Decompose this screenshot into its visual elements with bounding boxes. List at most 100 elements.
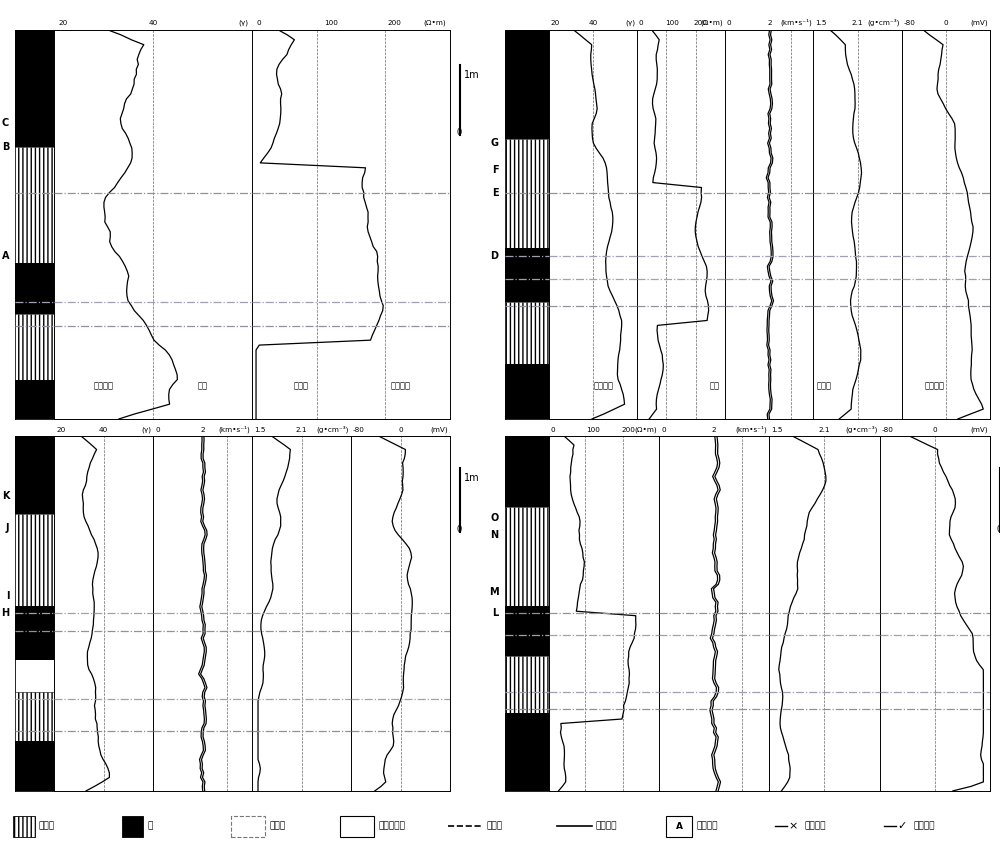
Text: 0: 0 — [155, 427, 160, 433]
Text: 1m: 1m — [464, 70, 480, 80]
Text: 投影线: 投影线 — [487, 822, 503, 830]
Text: 200: 200 — [621, 427, 635, 433]
Text: 0: 0 — [456, 525, 462, 534]
Bar — [505, 713, 549, 791]
Text: 0: 0 — [456, 128, 462, 138]
Bar — [15, 314, 54, 380]
Bar — [15, 514, 54, 606]
Text: ✓: ✓ — [56, 492, 65, 501]
Text: (mV): (mV) — [430, 426, 448, 433]
Bar — [505, 364, 549, 419]
Text: 自然电位: 自然电位 — [391, 381, 411, 390]
Text: C: C — [2, 118, 9, 128]
Bar — [13, 816, 34, 837]
Text: (Ω•m): (Ω•m) — [701, 20, 723, 26]
Text: 100: 100 — [586, 427, 600, 433]
Text: ✓: ✓ — [56, 591, 65, 601]
Bar — [15, 380, 54, 419]
Text: (km•s⁻¹): (km•s⁻¹) — [218, 425, 250, 433]
Text: I: I — [6, 591, 9, 601]
Text: 200: 200 — [388, 20, 402, 26]
Text: 错误边界: 错误边界 — [805, 822, 826, 830]
Text: ✓: ✓ — [56, 118, 65, 128]
Text: G: G — [490, 138, 498, 148]
Text: N: N — [490, 530, 498, 540]
Text: ×: × — [551, 530, 560, 540]
Bar — [15, 30, 54, 147]
Bar — [340, 816, 374, 837]
Text: 煎区间: 煎区间 — [269, 822, 285, 830]
Text: 0: 0 — [996, 525, 1000, 534]
Text: 自然电位: 自然电位 — [925, 381, 945, 390]
Text: 40: 40 — [148, 20, 158, 26]
Text: 2.1: 2.1 — [852, 20, 863, 26]
Text: 1m: 1m — [464, 473, 480, 483]
Bar — [505, 656, 549, 713]
Text: 0: 0 — [639, 20, 643, 26]
Text: 2: 2 — [767, 20, 772, 26]
Text: 20: 20 — [58, 20, 67, 26]
Text: E: E — [492, 188, 498, 198]
Text: (γ): (γ) — [238, 20, 248, 26]
Text: 天然焦: 天然焦 — [38, 822, 55, 830]
Text: K: K — [2, 492, 9, 501]
Bar — [505, 139, 549, 248]
Text: ✓: ✓ — [56, 251, 65, 261]
Text: 2: 2 — [200, 427, 205, 433]
Text: 40: 40 — [99, 427, 108, 433]
Bar — [15, 147, 54, 263]
Text: J: J — [6, 523, 9, 534]
Text: 视密度: 视密度 — [817, 381, 832, 390]
Bar — [505, 606, 549, 656]
Bar — [231, 816, 265, 837]
Bar — [122, 816, 143, 837]
Text: ×: × — [56, 523, 65, 534]
Text: (Ω•m): (Ω•m) — [634, 426, 657, 433]
Text: 0: 0 — [944, 20, 948, 26]
Text: -80: -80 — [903, 20, 915, 26]
Text: (mV): (mV) — [970, 426, 988, 433]
Text: 20: 20 — [550, 20, 560, 26]
Text: 天然焦区间: 天然焦区间 — [378, 822, 405, 830]
Text: L: L — [492, 609, 498, 618]
Text: 1.5: 1.5 — [772, 427, 783, 433]
Text: 测井曲线: 测井曲线 — [596, 822, 617, 830]
Text: 正确边界: 正确边界 — [913, 822, 935, 830]
Text: (g•cm⁻³): (g•cm⁻³) — [317, 425, 349, 433]
Text: -80: -80 — [882, 427, 894, 433]
Text: 声波: 声波 — [198, 381, 208, 390]
Text: (km•s⁻¹): (km•s⁻¹) — [735, 425, 767, 433]
Text: ×: × — [56, 609, 65, 618]
Text: (mV): (mV) — [971, 20, 988, 26]
Bar — [15, 606, 54, 659]
Text: 20: 20 — [56, 427, 65, 433]
Text: 2.1: 2.1 — [296, 427, 307, 433]
Text: A: A — [2, 251, 9, 261]
Text: (γ): (γ) — [141, 426, 151, 433]
Text: 100: 100 — [324, 20, 338, 26]
Bar — [15, 741, 54, 791]
Text: M: M — [489, 587, 498, 597]
Text: 0: 0 — [551, 427, 555, 433]
Text: (g•cm⁻³): (g•cm⁻³) — [845, 425, 877, 433]
Text: (km•s⁻¹): (km•s⁻¹) — [780, 19, 812, 26]
Text: ✓: ✓ — [551, 251, 560, 261]
Text: -80: -80 — [353, 427, 365, 433]
Text: 视电阻率: 视电阻率 — [594, 381, 614, 390]
Text: 1.5: 1.5 — [815, 20, 827, 26]
Bar — [505, 30, 549, 139]
Text: ✓: ✓ — [551, 609, 560, 618]
Text: 1.5: 1.5 — [254, 427, 266, 433]
Text: O: O — [490, 513, 498, 522]
Text: ✓: ✓ — [898, 821, 907, 831]
Text: F: F — [492, 165, 498, 175]
Text: D: D — [490, 251, 498, 261]
Text: 40: 40 — [588, 20, 597, 26]
Text: ✓: ✓ — [551, 138, 560, 148]
Bar — [505, 248, 549, 303]
Text: (Ω•m): (Ω•m) — [423, 20, 446, 26]
Text: ×: × — [789, 821, 798, 831]
Text: A: A — [676, 822, 683, 830]
Text: ×: × — [551, 587, 560, 597]
Bar — [666, 816, 692, 837]
